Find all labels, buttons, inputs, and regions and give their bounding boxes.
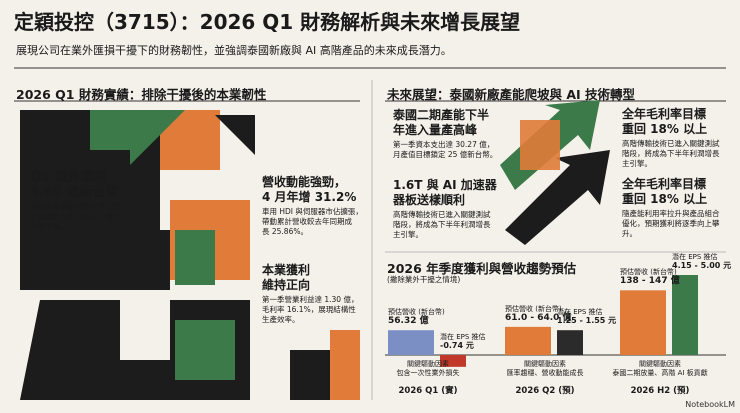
- block-title: 泰國二期產能下半: [393, 108, 490, 122]
- revenue-caption: 預估營收 (新台幣): [388, 308, 445, 317]
- revenue-label: 56.32 億: [388, 316, 429, 327]
- right-heading: 未來展望：泰國新廠產能爬坡與 AI 技術轉型: [387, 87, 636, 102]
- block-body: 毛利率 16.1%，展現結構性: [262, 305, 356, 314]
- block-title: 4 月年增 31.2%: [262, 190, 357, 204]
- left-heading: 2026 Q1 財務實績：排除干擾後的本業韌性: [16, 87, 267, 102]
- block-body: 主引擎。: [393, 230, 423, 239]
- revenue-label: 138 - 147 億: [620, 276, 680, 287]
- block-title: 重回 18% 以上: [622, 122, 708, 136]
- block-title: 營收動能強勁，: [262, 175, 347, 189]
- x-label: 2026 Q2 (預): [515, 386, 575, 396]
- driver-text: 包含一次性業外損失: [396, 369, 460, 377]
- eps-bar: [557, 330, 583, 355]
- revenue-bar: [388, 330, 434, 355]
- revenue-caption: 預估營收 (新台幣): [620, 268, 677, 277]
- eps-bar: [672, 275, 698, 355]
- eps-label: 4.15 - 5.00 元: [672, 261, 732, 270]
- block-body: 主引擎。: [622, 159, 652, 168]
- block-body: 長 25.86%。: [262, 227, 308, 236]
- block-body: 升。: [622, 229, 637, 238]
- block-title: 全年毛利率目標: [622, 177, 707, 191]
- block-body: 隨產能利用率拉升與產品組合: [622, 209, 720, 218]
- revenue-caption: 預估營收 (新台幣): [505, 304, 562, 313]
- eps-caption: 潛在 EPS 推估: [557, 308, 603, 317]
- block-title: 4.60 億新台幣: [30, 185, 119, 200]
- block-body: 泰銖匯率波動導致單季 EPS: [30, 202, 122, 211]
- driver-text: 泰國二期放量、高階 AI 板貢獻: [612, 369, 708, 377]
- x-label: 2026 Q1 (實): [398, 386, 458, 396]
- eps-caption: 潛在 EPS 推估: [440, 333, 486, 341]
- block-body: 高階傳輸技術已進入關鍵測試: [622, 139, 720, 148]
- block-title: 本業獲利: [262, 263, 311, 277]
- revenue-bar: [505, 326, 551, 355]
- block-body: 階段，將成為下半年利潤增長: [393, 220, 491, 229]
- block-body: 生產效率。: [262, 315, 300, 324]
- driver-text: 關鍵驅動因素: [407, 360, 449, 368]
- block-body: 帶動累計營收較去年同期成: [262, 217, 352, 226]
- chart-title: 2026 年季度獲利與營收趨勢預估: [387, 261, 577, 276]
- footer: NotebookLM: [685, 400, 735, 409]
- block-title: 全年毛利率目標: [622, 107, 707, 121]
- block-body: 次性干擾。: [30, 222, 68, 231]
- block-body: 階段，將成為下半年利潤增長: [622, 149, 720, 158]
- block-body: 月產值目標鎖定 25 億新台幣。: [393, 150, 498, 159]
- title: 定穎投控（3715）：2026 Q1 財務解析與未來增長展望: [14, 10, 521, 34]
- block-body: 第一季資本支出達 30.27 億，: [393, 140, 495, 149]
- block-title: 1.6T 與 AI 加速器: [393, 178, 497, 192]
- subtitle: 展現公司在業外匯損干擾下的財務韌性，並強調泰國新廠與 AI 高階產品的未來成長潛…: [16, 44, 452, 57]
- driver-text: 匯率趨穩、營收動能成長: [506, 369, 584, 377]
- block-body: 罕見轉負 (-0.74 元)，屬一: [30, 212, 121, 221]
- block-title: 維持正向: [262, 278, 311, 292]
- block-body: 優化，預期獲利將逐季向上攀: [622, 219, 720, 228]
- chart-subtitle: (撇除業外干擾之情境): [387, 275, 461, 284]
- block-title: 重回 18% 以上: [622, 192, 708, 206]
- block-body: 第一季營業利益達 1.30 億，: [262, 295, 359, 304]
- revenue-bar: [620, 290, 666, 355]
- driver-text: 關鍵驅動因素: [524, 360, 566, 368]
- driver-text: 關鍵驅動因素: [639, 360, 681, 368]
- block-title: Q1 業外匯損: [30, 170, 107, 185]
- block-title: 年進入量產高峰: [393, 123, 478, 137]
- block-title: 器板送樣順利: [393, 193, 466, 207]
- block-body: 車用 HDI 與伺服器市佔擴張，: [262, 207, 363, 216]
- eps-label: 1.25 - 1.55 元: [557, 316, 617, 326]
- x-label: 2026 H2 (預): [630, 386, 690, 396]
- revenue-label: 61.0 - 64.0 億: [505, 312, 572, 323]
- eps-caption: 潛在 EPS 推估: [672, 253, 718, 261]
- eps-bar: [440, 355, 466, 367]
- eps-label: -0.74 元: [440, 341, 474, 350]
- block-body: 高階傳輸技術已進入關鍵測試: [393, 210, 491, 219]
